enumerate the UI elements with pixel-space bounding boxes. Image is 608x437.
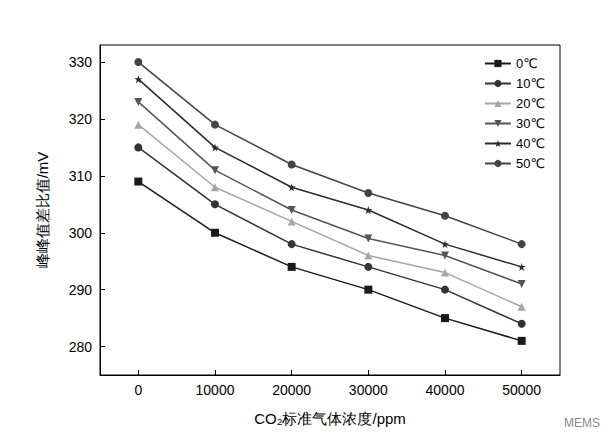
svg-text:CO₂标准气体浓度/ppm: CO₂标准气体浓度/ppm: [254, 410, 406, 427]
svg-text:330: 330: [69, 54, 93, 70]
svg-text:50℃: 50℃: [516, 156, 545, 171]
svg-text:300: 300: [69, 225, 93, 241]
svg-text:10000: 10000: [196, 382, 235, 398]
svg-text:310: 310: [69, 168, 93, 184]
svg-text:20000: 20000: [272, 382, 311, 398]
svg-text:40℃: 40℃: [516, 136, 545, 151]
svg-text:290: 290: [69, 282, 93, 298]
svg-text:0: 0: [134, 382, 142, 398]
svg-text:MEMS: MEMS: [564, 416, 600, 430]
svg-text:0℃: 0℃: [516, 56, 538, 71]
svg-text:40000: 40000: [426, 382, 465, 398]
svg-text:50000: 50000: [502, 382, 541, 398]
svg-text:30000: 30000: [349, 382, 388, 398]
svg-text:峰峰值差比值/mV: 峰峰值差比值/mV: [34, 152, 51, 269]
svg-text:30℃: 30℃: [516, 116, 545, 131]
svg-text:10℃: 10℃: [516, 76, 545, 91]
svg-text:280: 280: [69, 339, 93, 355]
svg-text:320: 320: [69, 111, 93, 127]
svg-text:20℃: 20℃: [516, 96, 545, 111]
